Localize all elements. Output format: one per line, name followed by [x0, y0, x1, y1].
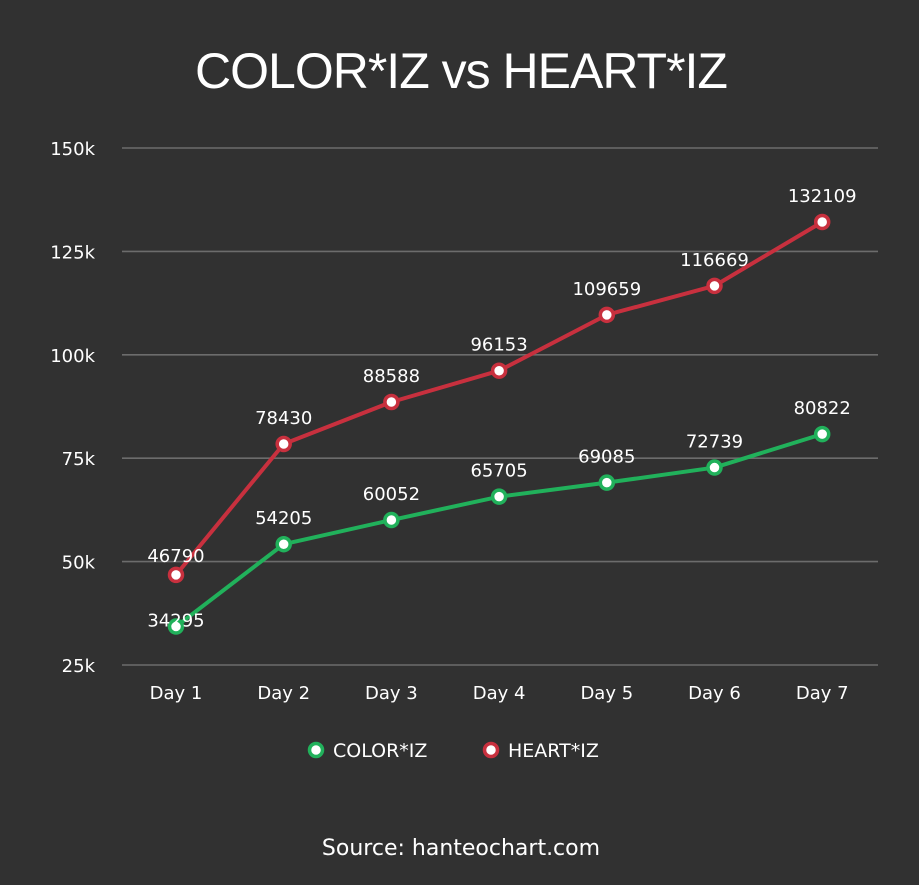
data-point — [275, 535, 292, 553]
data-label: 34295 — [147, 611, 204, 632]
x-tick-label: Day 2 — [257, 683, 310, 704]
x-tick-label: Day 1 — [150, 683, 203, 704]
data-point — [706, 277, 723, 295]
data-point — [383, 393, 400, 411]
data-label: 54205 — [255, 508, 312, 529]
data-point — [598, 474, 616, 491]
x-axis: Day 1 Day 2 Day 3 Day 4 Day 5 Day 6 Day 7 — [150, 683, 849, 704]
grid-lines — [122, 147, 878, 666]
y-tick-label: 25k — [62, 656, 96, 677]
data-point — [167, 566, 185, 584]
legend-label: HEART*IZ — [508, 740, 599, 762]
x-tick-label: Day 3 — [365, 683, 418, 704]
series-layer — [167, 213, 831, 635]
data-label: 60052 — [363, 484, 420, 505]
data-point — [275, 435, 292, 453]
x-tick-label: Day 5 — [580, 683, 633, 704]
y-tick-label: 125k — [50, 242, 95, 263]
legend: COLOR*IZ HEART*IZ — [307, 740, 599, 762]
data-point — [598, 306, 616, 324]
data-point — [383, 511, 400, 529]
data-label: 65705 — [470, 461, 527, 482]
x-tick-label: Day 7 — [796, 683, 849, 704]
legend-marker — [482, 741, 500, 759]
legend-marker — [307, 741, 325, 759]
data-label: 69085 — [578, 447, 635, 468]
x-tick-label: Day 4 — [473, 683, 526, 704]
data-label: 78430 — [255, 408, 312, 429]
data-point — [706, 459, 723, 476]
chart-title: COLOR*IZ vs HEART*IZ — [195, 43, 727, 99]
y-tick-label: 75k — [62, 449, 96, 470]
source-text: Source: hanteochart.com — [322, 836, 600, 861]
x-tick-label: Day 6 — [688, 683, 741, 704]
data-label: 96153 — [470, 335, 527, 356]
data-label: 46790 — [147, 546, 204, 567]
y-tick-label: 150k — [50, 139, 95, 160]
data-label: 72739 — [686, 432, 743, 453]
data-label: 132109 — [788, 186, 857, 207]
data-point — [167, 618, 185, 635]
data-label: 109659 — [572, 279, 641, 300]
data-label: 116669 — [680, 250, 749, 271]
data-point — [490, 488, 508, 505]
legend-label: COLOR*IZ — [333, 740, 427, 762]
data-label: 88588 — [363, 366, 420, 387]
data-point — [490, 362, 508, 379]
data-label: 80822 — [794, 398, 851, 419]
data-point — [813, 425, 831, 443]
y-tick-label: 100k — [50, 346, 95, 367]
data-labels: 34295 54205 60052 65705 69085 72739 80822 46790… — [147, 186, 856, 632]
data-point — [813, 213, 831, 231]
y-tick-label: 50k — [62, 553, 96, 574]
y-axis: 25k 50k 75k 100k 125k 150k — [50, 139, 95, 677]
